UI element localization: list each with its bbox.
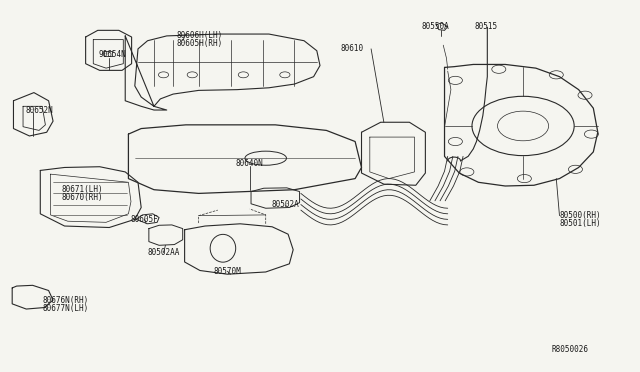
Text: 80502AA: 80502AA bbox=[147, 248, 180, 257]
Text: 80501(LH): 80501(LH) bbox=[559, 219, 601, 228]
Text: 80500(RH): 80500(RH) bbox=[559, 211, 601, 220]
Text: 80606H(LH): 80606H(LH) bbox=[176, 31, 223, 41]
Text: 80676N(RH): 80676N(RH) bbox=[42, 296, 88, 305]
Text: R8050026: R8050026 bbox=[551, 344, 588, 353]
Text: 80605H(RH): 80605H(RH) bbox=[176, 39, 223, 48]
Text: 80671(LH): 80671(LH) bbox=[61, 185, 103, 194]
Text: 90654N: 90654N bbox=[99, 50, 126, 59]
Text: 80677N(LH): 80677N(LH) bbox=[42, 304, 88, 313]
Text: 80610: 80610 bbox=[340, 44, 364, 53]
Text: 80502A: 80502A bbox=[271, 200, 299, 209]
Text: 80550A: 80550A bbox=[421, 22, 449, 31]
Text: 80640N: 80640N bbox=[236, 159, 264, 168]
Text: 80605F: 80605F bbox=[131, 215, 158, 224]
Text: 80670(RH): 80670(RH) bbox=[61, 193, 103, 202]
Text: 80570M: 80570M bbox=[214, 267, 241, 276]
Text: 80515: 80515 bbox=[474, 22, 498, 31]
Text: 80652N: 80652N bbox=[25, 106, 53, 115]
